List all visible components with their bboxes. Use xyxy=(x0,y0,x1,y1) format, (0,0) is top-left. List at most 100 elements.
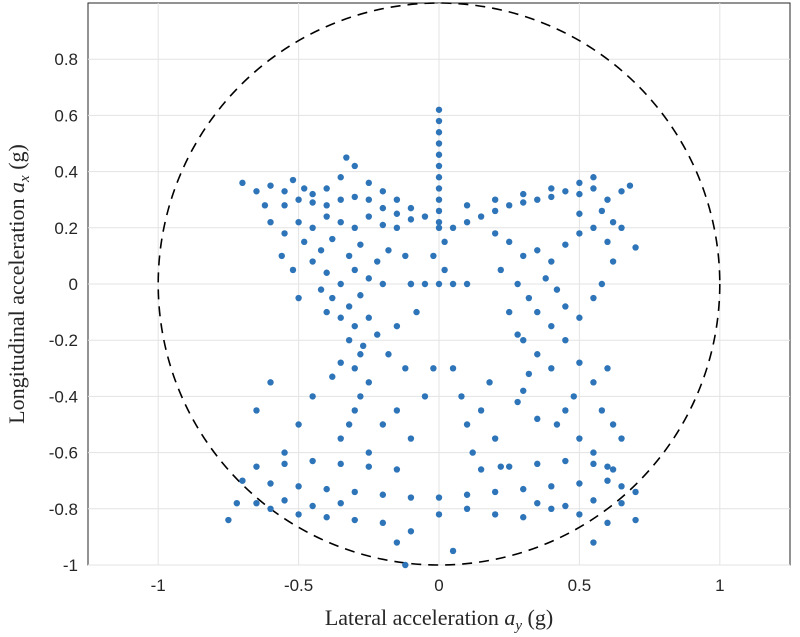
data-point xyxy=(393,466,401,473)
data-point xyxy=(463,491,471,498)
data-point xyxy=(351,266,358,274)
data-point xyxy=(309,502,316,510)
data-point xyxy=(562,337,569,344)
data-point xyxy=(365,196,372,203)
data-point xyxy=(267,379,274,386)
data-point xyxy=(289,176,297,184)
data-point xyxy=(295,196,302,203)
y-tick-label: 0.6 xyxy=(54,106,78,125)
data-point xyxy=(393,322,401,330)
data-point xyxy=(604,365,611,372)
data-point xyxy=(441,266,448,274)
data-point xyxy=(253,463,260,470)
data-point xyxy=(576,511,583,518)
data-point xyxy=(351,407,358,414)
data-point xyxy=(576,210,583,217)
y-axis-label-sub: x xyxy=(17,175,33,183)
data-point xyxy=(393,196,401,203)
data-point xyxy=(609,466,617,473)
data-point xyxy=(548,505,555,512)
data-point xyxy=(365,463,372,470)
data-point xyxy=(525,370,533,378)
data-point xyxy=(590,379,597,386)
data-point xyxy=(604,196,611,203)
data-point xyxy=(548,483,555,490)
data-point xyxy=(463,505,471,512)
data-point xyxy=(604,477,611,484)
data-point xyxy=(497,266,504,274)
data-point xyxy=(632,244,639,251)
friction-circle xyxy=(157,2,721,566)
data-point xyxy=(337,460,344,468)
data-point xyxy=(576,480,583,487)
data-point xyxy=(435,218,443,226)
data-point xyxy=(435,494,443,501)
data-point xyxy=(351,193,358,201)
data-point xyxy=(548,322,555,330)
data-point xyxy=(463,421,471,428)
y-tick-label: 0.8 xyxy=(54,50,78,69)
data-point xyxy=(534,499,541,507)
data-point xyxy=(486,379,493,386)
data-point xyxy=(351,322,358,330)
y-tick-label: 0.4 xyxy=(54,163,78,182)
data-point xyxy=(323,514,330,521)
data-point xyxy=(548,193,555,201)
x-tick-label: 0 xyxy=(434,576,443,595)
data-point xyxy=(329,373,336,380)
data-point xyxy=(534,460,541,468)
data-point xyxy=(520,252,527,260)
data-point xyxy=(514,331,521,338)
data-point xyxy=(477,466,485,473)
data-point xyxy=(576,359,583,366)
data-point xyxy=(449,224,457,231)
data-point xyxy=(520,387,527,394)
data-point xyxy=(357,393,364,400)
data-point xyxy=(261,202,269,209)
data-point xyxy=(374,331,381,338)
data-point xyxy=(609,218,617,226)
data-point xyxy=(604,463,611,470)
y-tick-label: -0.2 xyxy=(49,331,78,350)
data-point xyxy=(421,280,429,288)
data-point xyxy=(618,435,625,442)
data-point xyxy=(281,460,288,468)
y-axis-label-var: a xyxy=(4,182,29,193)
data-point xyxy=(562,407,569,414)
data-point xyxy=(402,252,409,260)
data-point xyxy=(598,207,606,215)
data-point xyxy=(379,280,387,288)
data-point xyxy=(357,241,364,248)
data-point xyxy=(469,449,476,456)
data-point xyxy=(337,359,344,366)
data-point xyxy=(407,280,415,288)
data-point xyxy=(385,247,392,254)
data-point xyxy=(520,514,527,521)
data-point xyxy=(295,218,302,226)
data-point xyxy=(359,342,367,350)
y-axis-label: Longitudinal acceleration ax (g) xyxy=(4,144,33,424)
x-axis-label-pre: Lateral acceleration xyxy=(325,605,505,630)
data-point xyxy=(345,337,353,344)
data-point xyxy=(379,188,387,195)
data-point xyxy=(435,151,443,158)
data-point xyxy=(309,190,316,198)
data-point xyxy=(233,499,241,507)
data-point xyxy=(491,488,499,496)
data-point xyxy=(407,204,415,212)
data-point xyxy=(632,488,639,496)
data-point xyxy=(309,258,316,265)
data-point xyxy=(626,182,634,189)
data-point xyxy=(576,190,583,198)
data-point xyxy=(379,421,387,428)
data-point xyxy=(281,449,288,456)
data-point xyxy=(497,463,504,470)
y-tick-label: 0.2 xyxy=(54,219,78,238)
data-point xyxy=(534,415,541,423)
data-point xyxy=(491,207,499,215)
data-point xyxy=(337,174,344,181)
data-point xyxy=(609,421,617,428)
data-point xyxy=(477,407,485,414)
data-point xyxy=(590,497,597,504)
data-point xyxy=(562,241,569,248)
